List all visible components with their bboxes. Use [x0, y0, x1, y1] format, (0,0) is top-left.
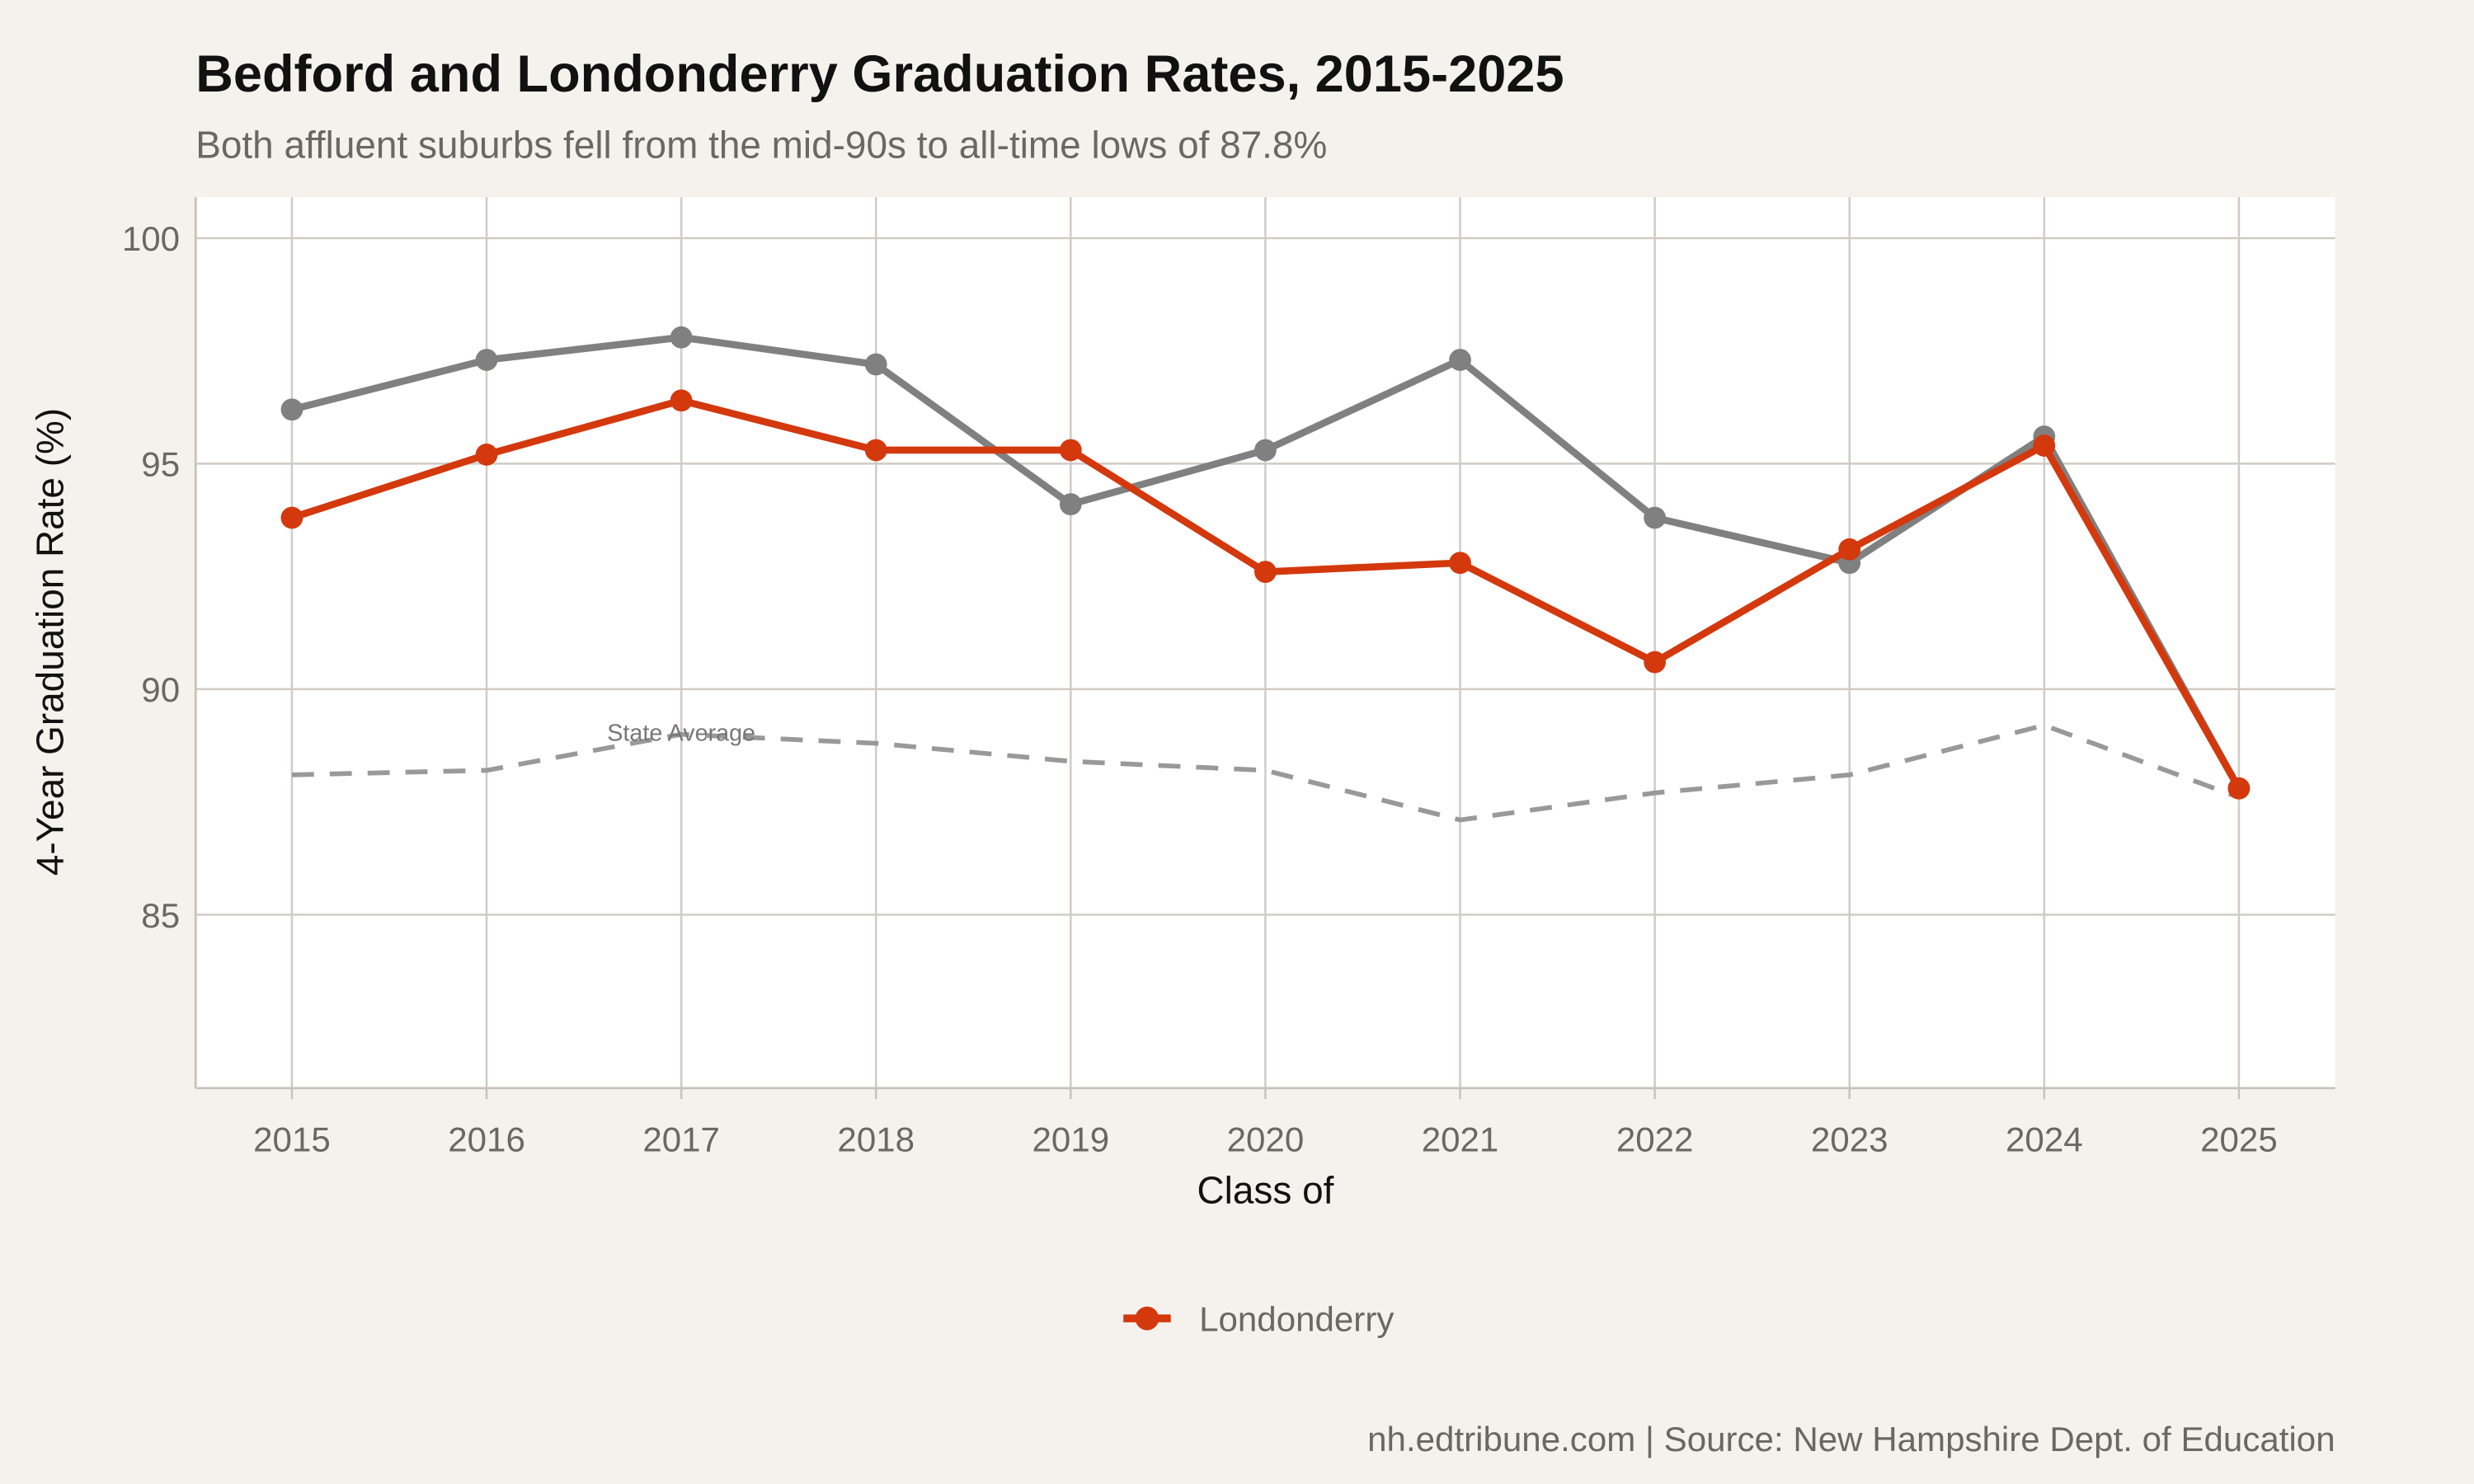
x-tick-label: 2017 [642, 1120, 720, 1158]
bedford-point [864, 353, 887, 376]
y-tick-label: 100 [122, 219, 180, 258]
y-tick-label: 95 [141, 445, 180, 484]
bedford-point [1449, 349, 1471, 371]
x-tick-label: 2019 [1032, 1120, 1110, 1158]
x-tick-label: 2015 [253, 1120, 331, 1158]
londonderry-point [2227, 777, 2251, 800]
londonderry-point [1449, 552, 1471, 575]
legend: Londonderry [1123, 1299, 1394, 1338]
y-tick-label: 90 [141, 670, 180, 709]
chart-subtitle: Both affluent suburbs fell from the mid-… [195, 123, 1327, 166]
legend-label-londonderry: Londonderry [1199, 1299, 1394, 1338]
state-average-annotation: State Average [607, 720, 755, 746]
x-tick-label: 2016 [448, 1120, 525, 1158]
londonderry-point [2033, 434, 2056, 457]
y-axis-title: 4-Year Graduation Rate (%) [29, 408, 72, 876]
state-line [291, 722, 2240, 823]
londonderry-point [280, 506, 303, 529]
bedford-point [280, 398, 303, 421]
caption: nh.edtribune.com | Source: New Hampshire… [1367, 1420, 2335, 1458]
bedford-point [1059, 493, 1082, 516]
x-tick-label: 2021 [1422, 1120, 1499, 1158]
gridlines [195, 197, 2335, 1088]
londonderry-point [670, 389, 693, 412]
bedford-point [1254, 439, 1277, 462]
londonderry-point [1254, 561, 1277, 584]
x-tick-label: 2023 [1811, 1120, 1888, 1158]
x-tick-label: 2025 [2200, 1120, 2278, 1158]
x-tick-label: 2024 [2006, 1120, 2083, 1158]
series-group [280, 326, 2251, 823]
x-tick-label: 2018 [837, 1120, 915, 1158]
x-ticks: 2015 2016 2017 2018 2019 2020 2021 2022 2023 2024… [253, 1087, 2278, 1158]
y-ticks: 85 90 95 100 [122, 219, 180, 935]
legend-marker-londonderry [1135, 1306, 1159, 1331]
londonderry-point [1059, 439, 1082, 462]
bedford-point [670, 326, 693, 349]
londonderry-point [864, 439, 887, 462]
x-tick-label: 2020 [1227, 1120, 1305, 1158]
londonderry-point [1838, 538, 1861, 561]
x-tick-label: 2022 [1616, 1120, 1694, 1158]
chart-title: Bedford and Londonderry Graduation Rates… [195, 45, 1564, 103]
x-axis-title: Class of [1197, 1169, 1334, 1212]
y-tick-label: 85 [141, 896, 180, 935]
bedford-point [475, 349, 498, 371]
bedford-point [1644, 506, 1667, 529]
londonderry-point [475, 444, 498, 466]
londonderry-point [1644, 650, 1667, 674]
